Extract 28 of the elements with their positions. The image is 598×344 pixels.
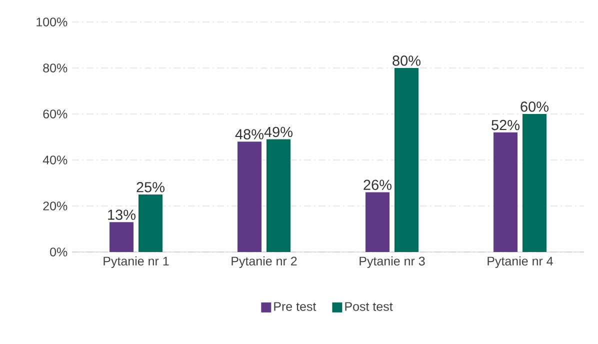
x-tick-label: Pytanie nr 1 (104, 256, 169, 268)
data-label: 48% (235, 129, 264, 140)
bar (494, 132, 518, 252)
data-label: 60% (520, 102, 548, 112)
data-label: 25% (136, 182, 164, 192)
bar (366, 192, 390, 252)
legend-label: Pre test (274, 302, 316, 311)
bar (522, 114, 547, 252)
y-tick-label: 0% (50, 248, 68, 256)
bar (138, 194, 162, 252)
data-label: 80% (392, 56, 420, 66)
x-tick-label: Pytanie nr 3 (360, 256, 425, 268)
bar (238, 142, 262, 252)
bar (394, 68, 419, 252)
data-label: 52% (492, 120, 520, 130)
y-tick-label: 80% (43, 64, 68, 72)
x-tick-label: Pytanie nr 2 (232, 256, 297, 268)
bar (266, 139, 290, 252)
y-tick-label: 60% (43, 110, 68, 118)
legend-label: Post test (345, 302, 393, 311)
y-tick-label: 100% (36, 18, 68, 26)
x-tick-label: Pytanie nr 4 (488, 256, 553, 268)
y-tick-label: 20% (43, 202, 68, 210)
data-label: 49% (264, 126, 292, 138)
data-label: 26% (364, 180, 392, 190)
bar (110, 222, 134, 252)
y-tick-label: 40% (42, 156, 68, 164)
data-label: 13% (108, 210, 136, 220)
